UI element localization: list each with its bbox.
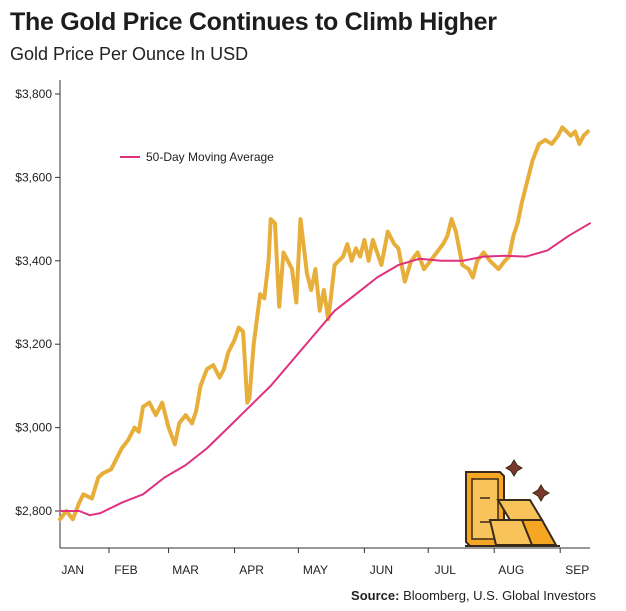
- gold-bars-illustration: [465, 459, 560, 547]
- y-tick-label: $3,800: [15, 87, 52, 101]
- x-tick-label: SEP: [565, 563, 589, 577]
- source-text: Bloomberg, U.S. Global Investors: [403, 588, 596, 603]
- y-tick-label: $2,800: [15, 504, 52, 518]
- x-tick-label: JUN: [370, 563, 393, 577]
- source-note: Source: Bloomberg, U.S. Global Investors: [351, 588, 596, 603]
- series-layer: [58, 125, 591, 522]
- legend-label-moving-average: 50-Day Moving Average: [146, 150, 274, 164]
- y-tick-label: $3,400: [15, 254, 52, 268]
- x-tick-label: AUG: [498, 563, 524, 577]
- x-tick-label: APR: [239, 563, 264, 577]
- y-tick-label: $3,200: [15, 337, 52, 351]
- page-subtitle: Gold Price Per Ounce In USD: [10, 44, 249, 64]
- moving-average-line: [59, 222, 591, 517]
- x-tick-label: MAY: [303, 563, 328, 577]
- y-axis: $2,800 $3,000 $3,200 $3,400 $3,600 $3,800: [15, 80, 61, 548]
- x-tick-label: JUL: [435, 563, 457, 577]
- x-tick-label: FEB: [114, 563, 137, 577]
- page-title: The Gold Price Continues to Climb Higher: [10, 8, 497, 36]
- x-tick-label: MAR: [172, 563, 199, 577]
- source-label: Source:: [351, 588, 400, 603]
- x-axis: JAN FEB MAR APR MAY JUN JUL AUG SEP: [60, 547, 590, 577]
- y-tick-label: $3,600: [15, 170, 52, 184]
- legend: 50-Day Moving Average: [120, 150, 274, 164]
- x-tick-label: JAN: [61, 563, 84, 577]
- y-tick-label: $3,000: [15, 421, 52, 435]
